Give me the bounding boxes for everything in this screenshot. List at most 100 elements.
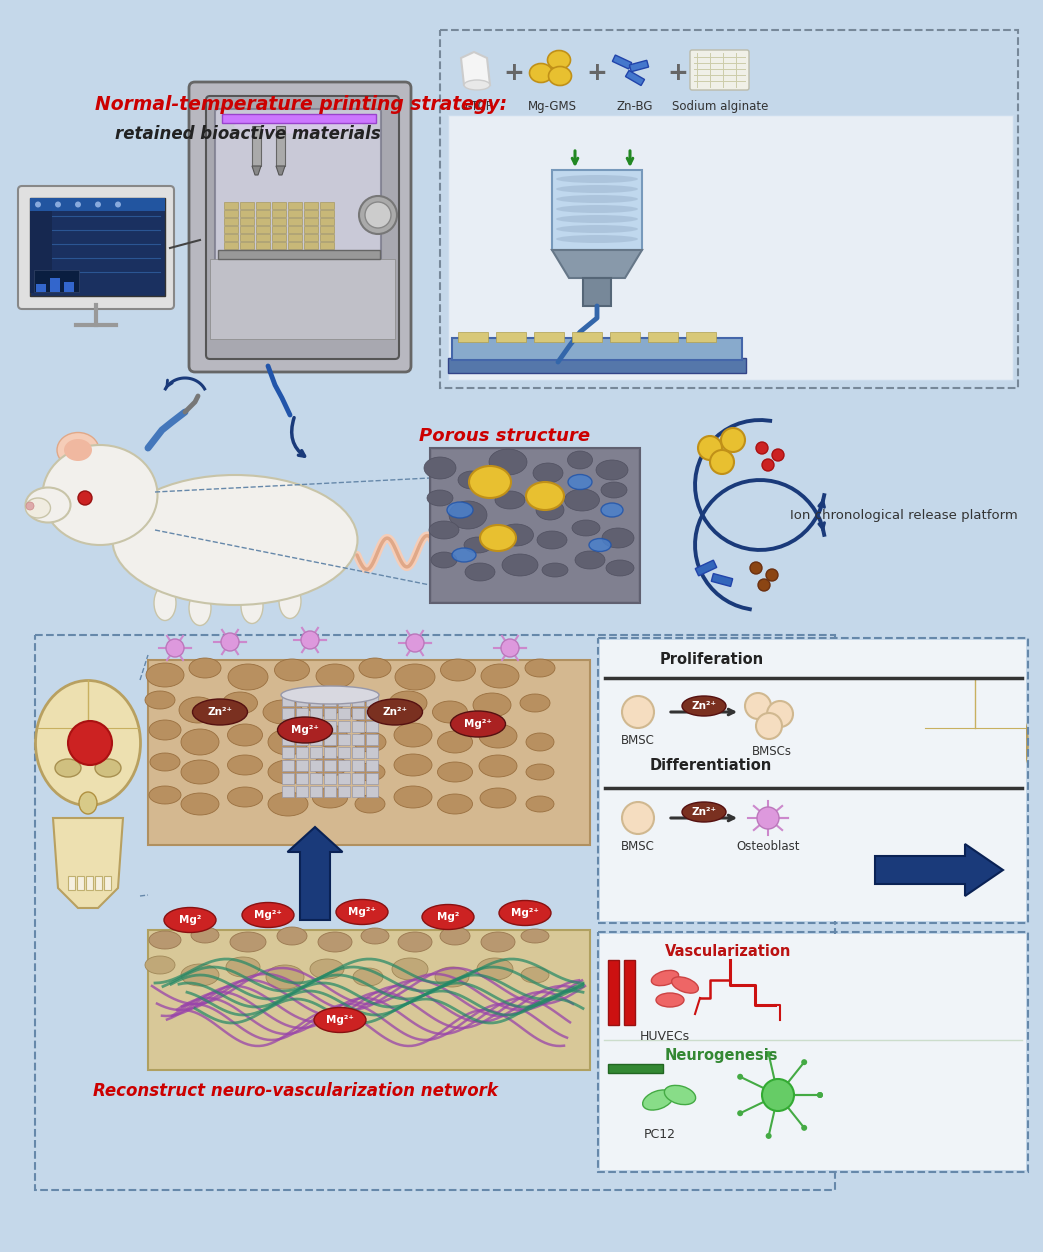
Circle shape (166, 639, 184, 657)
FancyBboxPatch shape (189, 81, 411, 372)
Ellipse shape (25, 498, 50, 518)
Bar (282, 760, 294, 771)
Bar (324, 786, 336, 798)
Text: Mg²: Mg² (178, 915, 201, 925)
Ellipse shape (55, 759, 81, 777)
Ellipse shape (437, 794, 472, 814)
Bar (224, 218, 238, 225)
Bar (448, 358, 746, 373)
Ellipse shape (522, 967, 549, 983)
Ellipse shape (556, 235, 638, 243)
Bar (296, 707, 308, 719)
Bar (320, 234, 334, 240)
Ellipse shape (181, 760, 219, 784)
Ellipse shape (231, 931, 266, 952)
Bar (430, 448, 640, 603)
Bar (534, 332, 564, 342)
Ellipse shape (398, 931, 432, 952)
Bar (324, 747, 336, 757)
Ellipse shape (427, 490, 453, 506)
Circle shape (68, 721, 112, 765)
Ellipse shape (530, 64, 553, 83)
Bar (272, 218, 286, 225)
Ellipse shape (350, 702, 382, 722)
Bar (148, 930, 590, 1070)
Bar (148, 660, 590, 845)
Bar (77, 876, 84, 890)
Ellipse shape (392, 958, 428, 980)
Bar (256, 234, 270, 240)
Circle shape (767, 701, 793, 727)
Bar (696, 560, 717, 576)
Bar (240, 242, 254, 249)
Text: Neurogenesis: Neurogenesis (665, 1048, 778, 1063)
Circle shape (762, 459, 774, 471)
Bar (320, 202, 334, 209)
Ellipse shape (480, 788, 516, 808)
Ellipse shape (313, 756, 347, 776)
Bar (366, 707, 378, 719)
Bar (629, 60, 649, 71)
Circle shape (35, 202, 41, 208)
Bar (224, 234, 238, 240)
Bar (95, 876, 102, 890)
Bar (224, 227, 238, 233)
Circle shape (221, 634, 239, 651)
Ellipse shape (281, 686, 379, 704)
Ellipse shape (526, 796, 554, 813)
Bar (86, 876, 93, 890)
Bar (272, 202, 286, 209)
Circle shape (766, 568, 778, 581)
Bar (366, 747, 378, 757)
Bar (304, 234, 318, 240)
Text: Sodium alginate: Sodium alginate (672, 100, 769, 113)
Ellipse shape (228, 664, 268, 690)
Bar (288, 234, 302, 240)
Text: Ion chronological release platform: Ion chronological release platform (790, 508, 1018, 522)
Text: Mg²⁺: Mg²⁺ (348, 906, 375, 916)
Bar (288, 202, 302, 209)
Ellipse shape (242, 903, 294, 928)
Ellipse shape (431, 552, 457, 568)
Bar (351, 734, 364, 745)
Bar (452, 338, 742, 361)
Circle shape (766, 1050, 772, 1057)
Bar (600, 640, 1026, 921)
Ellipse shape (596, 459, 628, 480)
Text: BMSC: BMSC (621, 734, 655, 747)
Circle shape (78, 491, 92, 505)
Ellipse shape (451, 711, 506, 737)
Bar (256, 227, 270, 233)
Ellipse shape (149, 720, 181, 740)
Ellipse shape (472, 694, 511, 717)
Text: +: + (504, 61, 525, 85)
Bar (310, 760, 322, 771)
Bar (282, 786, 294, 798)
Bar (296, 747, 308, 757)
Bar (272, 210, 286, 217)
Ellipse shape (313, 788, 347, 808)
Bar (288, 218, 302, 225)
Ellipse shape (234, 119, 364, 134)
Text: Mg²⁺: Mg²⁺ (254, 910, 282, 920)
Ellipse shape (526, 732, 554, 751)
Ellipse shape (452, 548, 476, 562)
Ellipse shape (355, 762, 385, 781)
Circle shape (710, 449, 734, 475)
Ellipse shape (533, 463, 563, 483)
Bar (324, 760, 336, 771)
Bar (256, 210, 270, 217)
FancyBboxPatch shape (207, 96, 399, 359)
Bar (351, 772, 364, 784)
Text: Differentiation: Differentiation (650, 757, 772, 772)
Text: +: + (668, 61, 688, 85)
Text: Osteoblast: Osteoblast (736, 840, 800, 853)
Ellipse shape (227, 788, 263, 808)
Bar (612, 55, 632, 69)
Ellipse shape (522, 929, 549, 943)
Bar (598, 639, 1028, 923)
Bar (351, 721, 364, 732)
Ellipse shape (113, 475, 358, 605)
Bar (320, 210, 334, 217)
Ellipse shape (353, 968, 383, 987)
